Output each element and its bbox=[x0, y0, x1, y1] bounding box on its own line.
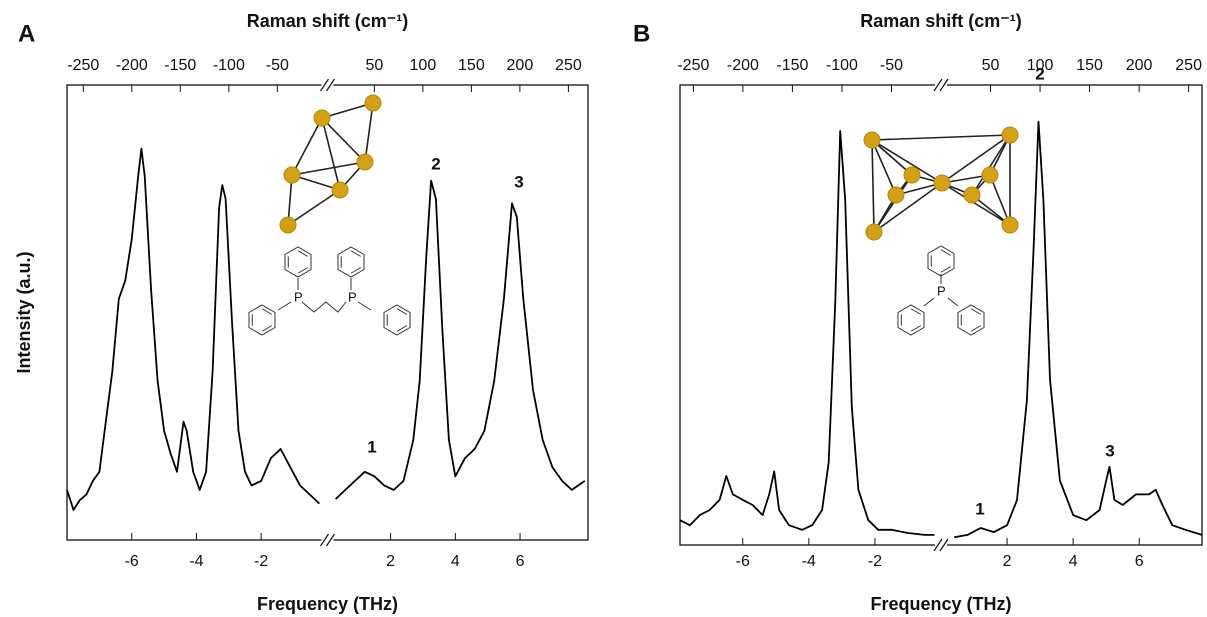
svg-text:P: P bbox=[937, 283, 946, 298]
axis-break bbox=[935, 79, 947, 91]
bond bbox=[396, 325, 407, 332]
bond bbox=[396, 308, 407, 315]
gold-cluster bbox=[863, 126, 1019, 241]
x-tick-label: 4 bbox=[1069, 553, 1078, 570]
axis-break bbox=[939, 538, 949, 552]
x-tick-label: 2 bbox=[1003, 553, 1012, 570]
axis-break bbox=[326, 78, 335, 92]
bond bbox=[261, 308, 272, 315]
x2-tick-label: -250 bbox=[67, 57, 99, 74]
x2-tick-label: -150 bbox=[164, 57, 196, 74]
spectrum-line bbox=[679, 120, 1203, 539]
x2-tick-label: -150 bbox=[776, 57, 808, 74]
axis-break bbox=[933, 78, 943, 92]
benzene bbox=[897, 304, 925, 336]
x-tick-label: -4 bbox=[802, 553, 816, 570]
bond bbox=[970, 308, 981, 315]
molecule: P P P bbox=[277, 274, 959, 313]
x-tick-label: -2 bbox=[868, 553, 882, 570]
x-axis-title: Frequency (THz) bbox=[257, 594, 398, 614]
x-tick-label: -6 bbox=[736, 553, 750, 570]
x-tick-label: 4 bbox=[451, 553, 460, 570]
spectrum-line bbox=[66, 147, 586, 511]
bond bbox=[940, 266, 951, 273]
decorations: P P P bbox=[248, 94, 1019, 336]
axis-break bbox=[933, 538, 943, 552]
x2-tick-label: 250 bbox=[555, 57, 582, 74]
x-tick-label: 6 bbox=[516, 553, 525, 570]
peak-label: 3 bbox=[1105, 441, 1114, 460]
x2-tick-label: 200 bbox=[1126, 57, 1153, 74]
axis-break bbox=[321, 534, 334, 546]
x2-tick-label: -200 bbox=[116, 57, 148, 74]
x2-tick-label: 50 bbox=[365, 57, 383, 74]
bond bbox=[910, 325, 921, 332]
x2-tick-label: -200 bbox=[727, 57, 759, 74]
bond bbox=[297, 250, 308, 257]
benzene bbox=[927, 245, 955, 277]
benzene bbox=[284, 246, 312, 278]
x2-tick-label: -50 bbox=[266, 57, 289, 74]
x2-axis-title: Raman shift (cm⁻¹) bbox=[860, 11, 1022, 31]
plot-frame bbox=[679, 84, 1203, 546]
axis-break bbox=[326, 533, 335, 547]
axis-break bbox=[320, 533, 329, 547]
x2-tick-label: 200 bbox=[507, 57, 534, 74]
x2-tick-label: -250 bbox=[677, 57, 709, 74]
benzene bbox=[337, 246, 365, 278]
x-tick-label: 6 bbox=[1135, 553, 1144, 570]
x-axis-title: Frequency (THz) bbox=[870, 594, 1011, 614]
peak-label: 1 bbox=[975, 499, 984, 518]
svg-text:P: P bbox=[294, 289, 303, 304]
y-axis-title: Intensity (a.u.) bbox=[14, 251, 34, 373]
axis-break bbox=[935, 539, 947, 551]
x2-tick-label: -100 bbox=[213, 57, 245, 74]
bond bbox=[261, 325, 272, 332]
peak-label: 3 bbox=[514, 172, 523, 191]
bond bbox=[297, 267, 308, 274]
x2-tick-label: 100 bbox=[1027, 57, 1054, 74]
x2-tick-label: -100 bbox=[826, 57, 858, 74]
x2-tick-label: 50 bbox=[982, 57, 1000, 74]
x2-tick-label: 100 bbox=[410, 57, 437, 74]
x2-tick-label: 150 bbox=[1076, 57, 1103, 74]
panel-label: B bbox=[633, 20, 650, 47]
bond bbox=[350, 250, 361, 257]
bond bbox=[970, 325, 981, 332]
x-tick-label: -2 bbox=[254, 553, 268, 570]
peak-label: 2 bbox=[1035, 64, 1044, 83]
axis-break bbox=[320, 78, 329, 92]
gold-cluster bbox=[279, 94, 382, 234]
benzene bbox=[957, 304, 985, 336]
x-tick-label: -4 bbox=[189, 553, 203, 570]
bond bbox=[350, 267, 361, 274]
axis-break bbox=[321, 79, 334, 91]
axis-break bbox=[939, 78, 949, 92]
peak-label: 1 bbox=[367, 437, 376, 456]
x2-tick-label: 150 bbox=[458, 57, 485, 74]
x-tick-label: 2 bbox=[386, 553, 395, 570]
panel-label: A bbox=[18, 20, 35, 47]
svg-text:P: P bbox=[348, 289, 357, 304]
benzene bbox=[383, 304, 411, 336]
x2-tick-label: 250 bbox=[1175, 57, 1202, 74]
plot-frame bbox=[66, 84, 589, 541]
bond bbox=[910, 308, 921, 315]
bond bbox=[940, 249, 951, 256]
benzene bbox=[248, 304, 276, 336]
x2-axis-title: Raman shift (cm⁻¹) bbox=[247, 11, 409, 31]
peak-label: 2 bbox=[431, 154, 440, 173]
x-tick-label: -6 bbox=[125, 553, 139, 570]
x2-tick-label: -50 bbox=[880, 57, 903, 74]
